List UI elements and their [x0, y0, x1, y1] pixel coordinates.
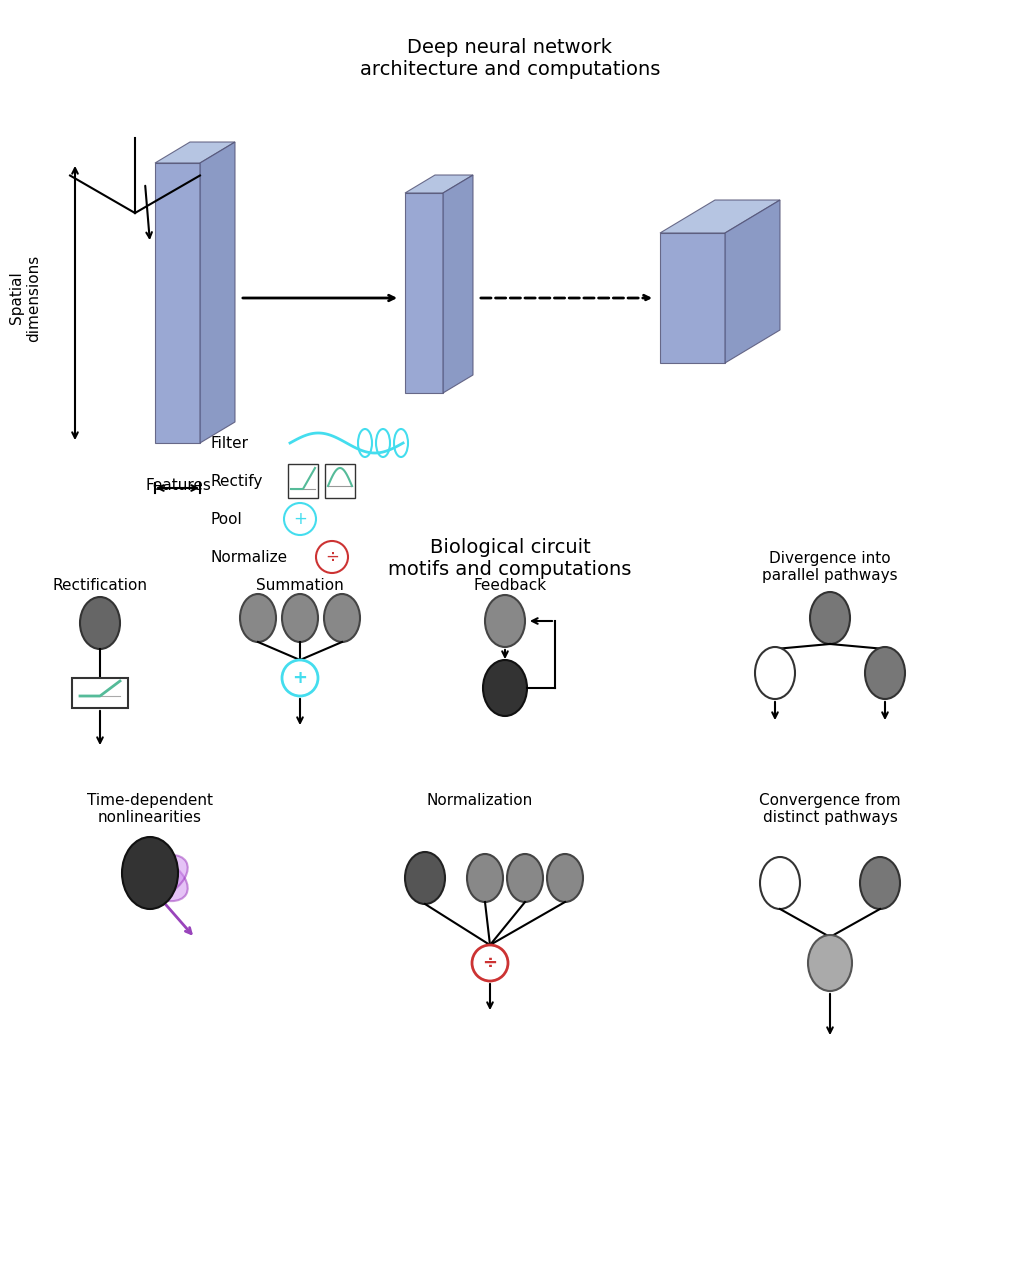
- Text: Time-dependent
nonlinearities: Time-dependent nonlinearities: [87, 793, 213, 825]
- Circle shape: [472, 945, 508, 981]
- Bar: [325, 463, 355, 498]
- Text: Filter: Filter: [210, 435, 248, 451]
- Ellipse shape: [865, 647, 905, 699]
- Text: Summation: Summation: [256, 578, 343, 593]
- Text: Spatial
dimensions: Spatial dimensions: [9, 255, 41, 341]
- Polygon shape: [660, 233, 725, 363]
- Text: Deep neural network
architecture and computations: Deep neural network architecture and com…: [360, 38, 660, 79]
- Polygon shape: [405, 193, 443, 393]
- Text: Rectification: Rectification: [53, 578, 148, 593]
- Circle shape: [316, 541, 348, 573]
- Bar: [288, 463, 318, 498]
- Ellipse shape: [81, 597, 120, 649]
- Ellipse shape: [122, 838, 178, 909]
- Ellipse shape: [760, 857, 800, 909]
- Text: Normalize: Normalize: [210, 550, 287, 564]
- Circle shape: [282, 659, 318, 696]
- Ellipse shape: [128, 855, 187, 901]
- Text: Pool: Pool: [210, 512, 242, 527]
- Text: Feedback: Feedback: [474, 578, 546, 593]
- Polygon shape: [200, 143, 235, 443]
- Ellipse shape: [808, 934, 852, 990]
- Ellipse shape: [282, 594, 318, 642]
- Ellipse shape: [547, 854, 583, 903]
- Text: Biological circuit
motifs and computations: Biological circuit motifs and computatio…: [388, 538, 632, 579]
- Ellipse shape: [507, 854, 543, 903]
- Ellipse shape: [860, 857, 900, 909]
- Polygon shape: [443, 174, 473, 393]
- Ellipse shape: [240, 594, 276, 642]
- Polygon shape: [725, 200, 780, 363]
- Polygon shape: [405, 174, 473, 193]
- Text: Features: Features: [145, 477, 211, 493]
- Ellipse shape: [405, 852, 445, 904]
- Ellipse shape: [128, 855, 187, 901]
- Text: Rectify: Rectify: [210, 474, 262, 489]
- Text: Normalization: Normalization: [427, 793, 533, 808]
- Ellipse shape: [324, 594, 360, 642]
- Polygon shape: [155, 163, 200, 443]
- Ellipse shape: [755, 647, 795, 699]
- Bar: [72, 679, 128, 708]
- Text: +: +: [293, 510, 307, 528]
- Ellipse shape: [467, 854, 503, 903]
- Text: ÷: ÷: [483, 953, 497, 973]
- Text: Divergence into
parallel pathways: Divergence into parallel pathways: [762, 551, 898, 583]
- Ellipse shape: [483, 659, 527, 715]
- Ellipse shape: [810, 592, 850, 644]
- Ellipse shape: [485, 594, 525, 647]
- Polygon shape: [660, 200, 780, 233]
- Text: ÷: ÷: [325, 547, 339, 566]
- Text: +: +: [292, 670, 308, 687]
- Text: Convergence from
distinct pathways: Convergence from distinct pathways: [759, 793, 901, 825]
- Polygon shape: [155, 143, 235, 163]
- Circle shape: [284, 503, 316, 535]
